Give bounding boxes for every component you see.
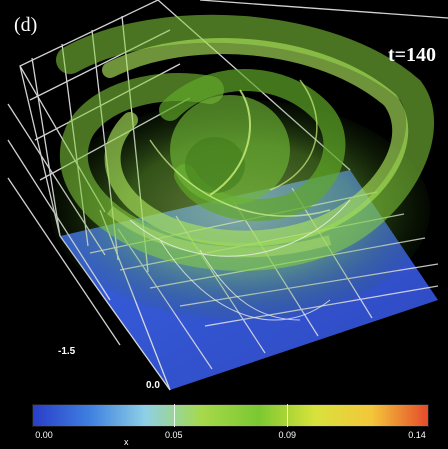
axis-name-label: x xyxy=(124,437,129,447)
colorbar-tick-label: 0.00 xyxy=(35,430,53,440)
colorbar-tick-label: 0.05 xyxy=(165,430,183,440)
panel-label: (d) xyxy=(14,14,38,36)
colorbar-tick-label: 0.09 xyxy=(278,430,296,440)
axis-tick-label: -1.5 xyxy=(58,346,76,357)
field-lines xyxy=(129,199,351,321)
colorbar-tick-label: 0.14 xyxy=(408,430,426,440)
volume-swirl xyxy=(50,14,434,320)
time-label: t=140 xyxy=(387,44,436,66)
colorbar-tick-mark xyxy=(173,404,175,427)
colorbar-tick-mark xyxy=(287,404,289,427)
axis-tick-label: 0.0 xyxy=(146,380,160,391)
colorbar xyxy=(32,404,429,427)
